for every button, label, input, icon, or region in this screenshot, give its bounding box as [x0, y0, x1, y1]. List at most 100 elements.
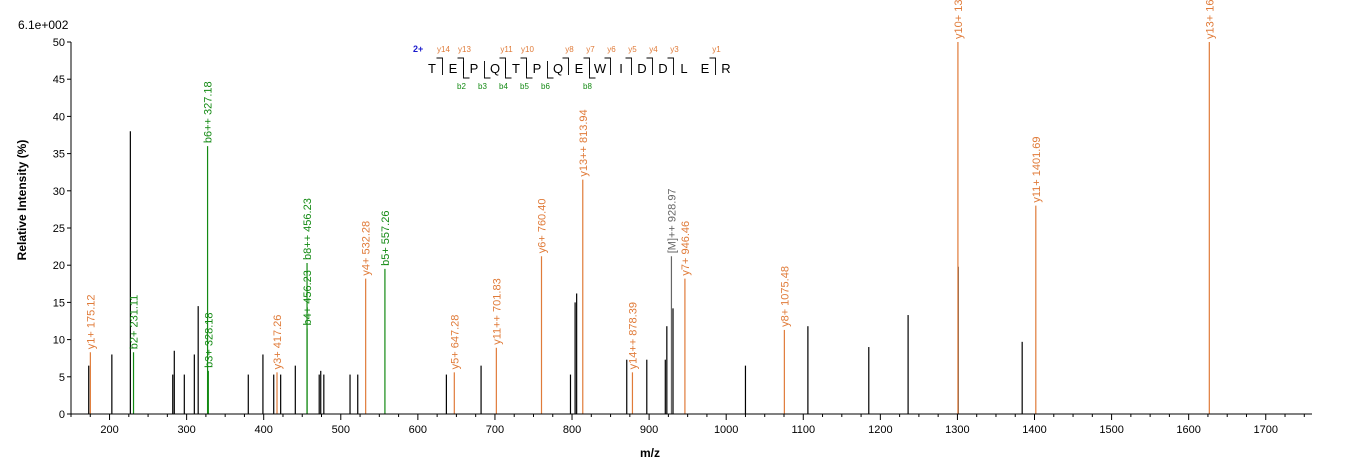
y-ion-label: y6 [607, 45, 616, 54]
y-tick-label: 45 [53, 74, 65, 86]
peak-label: y6+ 760.40 [537, 199, 549, 254]
y-ion-bracket [520, 57, 527, 75]
b-ion-bracket [463, 61, 470, 79]
peak-label: y13+ 1626.78 [1204, 0, 1216, 39]
b-ion-bracket [547, 61, 554, 79]
b-ion-bracket [484, 61, 491, 79]
y-ion-label: y3 [670, 45, 679, 54]
sequence-residue: D [637, 61, 646, 76]
y-ion-label: y11 [500, 45, 513, 54]
y-tick-label: 15 [53, 297, 65, 309]
peak-label: [M]++ 928.97 [666, 188, 678, 253]
intensity-scale-label: 6.1e+002 [18, 18, 69, 32]
x-axis-title: m/z [640, 446, 660, 460]
charge-state-label: 2+ [413, 44, 423, 54]
x-tick-label: 1200 [868, 424, 892, 436]
y-ion-bracket [625, 57, 632, 75]
sequence-residue: I [619, 61, 623, 76]
sequence-residue: P [533, 61, 542, 76]
peak-label: y1+ 175.12 [85, 294, 97, 349]
sequence-residue: P [470, 61, 479, 76]
b-ion-label: b2 [457, 82, 466, 91]
y-ion-label: y5 [628, 45, 637, 54]
peak-label: y14++ 878.39 [627, 302, 639, 369]
y-tick-label: 50 [53, 37, 65, 49]
y-ion-label: y14 [437, 45, 450, 54]
sequence-residue: T [428, 61, 436, 76]
b-ion-label: b3 [478, 82, 487, 91]
y-ion-bracket [457, 57, 464, 75]
sequence-residue: E [701, 61, 710, 76]
sequence-residue: D [658, 61, 667, 76]
y-tick-label: 40 [53, 111, 65, 123]
b-ion-label: b8 [583, 82, 592, 91]
x-tick-label: 500 [332, 424, 350, 436]
y-ion-bracket [667, 57, 674, 75]
b-ion-bracket [505, 61, 512, 79]
y-ion-label: y7 [586, 45, 595, 54]
y-ion-label: y10 [521, 45, 534, 54]
y-tick-label: 25 [53, 223, 65, 235]
sequence-residue: E [575, 61, 584, 76]
y-ion-bracket [499, 57, 506, 75]
x-tick-label: 900 [640, 424, 658, 436]
y-tick-label: 30 [53, 186, 65, 198]
peak-label: b6++ 327.18 [203, 81, 215, 143]
x-tick-label: 1000 [714, 424, 738, 436]
x-tick-label: 1700 [1254, 424, 1278, 436]
sequence-residue: Q [490, 61, 500, 76]
y-tick-label: 5 [59, 372, 65, 384]
x-tick-label: 600 [409, 424, 427, 436]
y-ion-label: y13 [458, 45, 471, 54]
x-tick-label: 800 [563, 424, 581, 436]
peak-label: y10+ 1300.64 [953, 0, 965, 39]
peak-label: y8+ 1075.48 [779, 266, 791, 327]
y-tick-label: 35 [53, 149, 65, 161]
peak-label: y13++ 813.94 [578, 109, 590, 176]
sequence-residue: E [449, 61, 458, 76]
y-axis-title: Relative Intensity (%) [15, 140, 29, 261]
b-ion-label: b6 [541, 82, 550, 91]
b-ion-bracket [589, 61, 596, 79]
x-tick-label: 1600 [1176, 424, 1200, 436]
b-ion-label: b5 [520, 82, 529, 91]
peak-label: y11++ 701.83 [491, 278, 503, 344]
sequence-residue: W [594, 61, 607, 76]
b-ion-label: b4 [499, 82, 508, 91]
peaks-layer: y1+ 175.12 b2+ 231.11 b6++ 327.18 b3+ 328.1… [85, 0, 1216, 414]
peak-label: y5+ 647.28 [449, 315, 461, 370]
x-tick-label: 1400 [1022, 424, 1046, 436]
x-tick-label: 1500 [1099, 424, 1123, 436]
x-tick-label: 300 [177, 424, 195, 436]
y-tick-label: 10 [53, 335, 65, 347]
y-ion-bracket [646, 57, 653, 75]
y-ion-bracket [604, 57, 611, 75]
y-ion-label: y1 [712, 45, 721, 54]
peak-label: b5+ 557.26 [380, 211, 392, 266]
x-tick-label: 400 [255, 424, 273, 436]
y-ion-bracket [436, 57, 443, 75]
x-tick-label: 1100 [791, 424, 815, 436]
y-tick-label: 0 [59, 409, 65, 421]
y-ion-bracket [583, 57, 590, 75]
peak-label: b4+ 456.23 [302, 270, 314, 325]
peak-label: y3+ 417.26 [272, 315, 284, 370]
x-tick-label: 200 [100, 424, 118, 436]
x-tick-label: 700 [486, 424, 504, 436]
sequence-residue: Q [553, 61, 563, 76]
peak-label: y7+ 946.46 [680, 221, 692, 276]
sequence-residue: R [721, 61, 730, 76]
y-ion-bracket [709, 57, 716, 75]
y-tick-label: 20 [53, 260, 65, 272]
b-ion-bracket [526, 61, 533, 79]
peak-label: y4+ 532.28 [361, 221, 373, 276]
y-ion-bracket [562, 57, 569, 75]
y-ion-label: y8 [565, 45, 574, 54]
peak-label: b8++ 456.23 [302, 198, 314, 260]
peak-label: y11+ 1401.69 [1031, 137, 1043, 203]
peak-label: b3+ 328.18 [203, 312, 215, 367]
x-tick-label: 1300 [945, 424, 969, 436]
y-ion-label: y4 [649, 45, 658, 54]
